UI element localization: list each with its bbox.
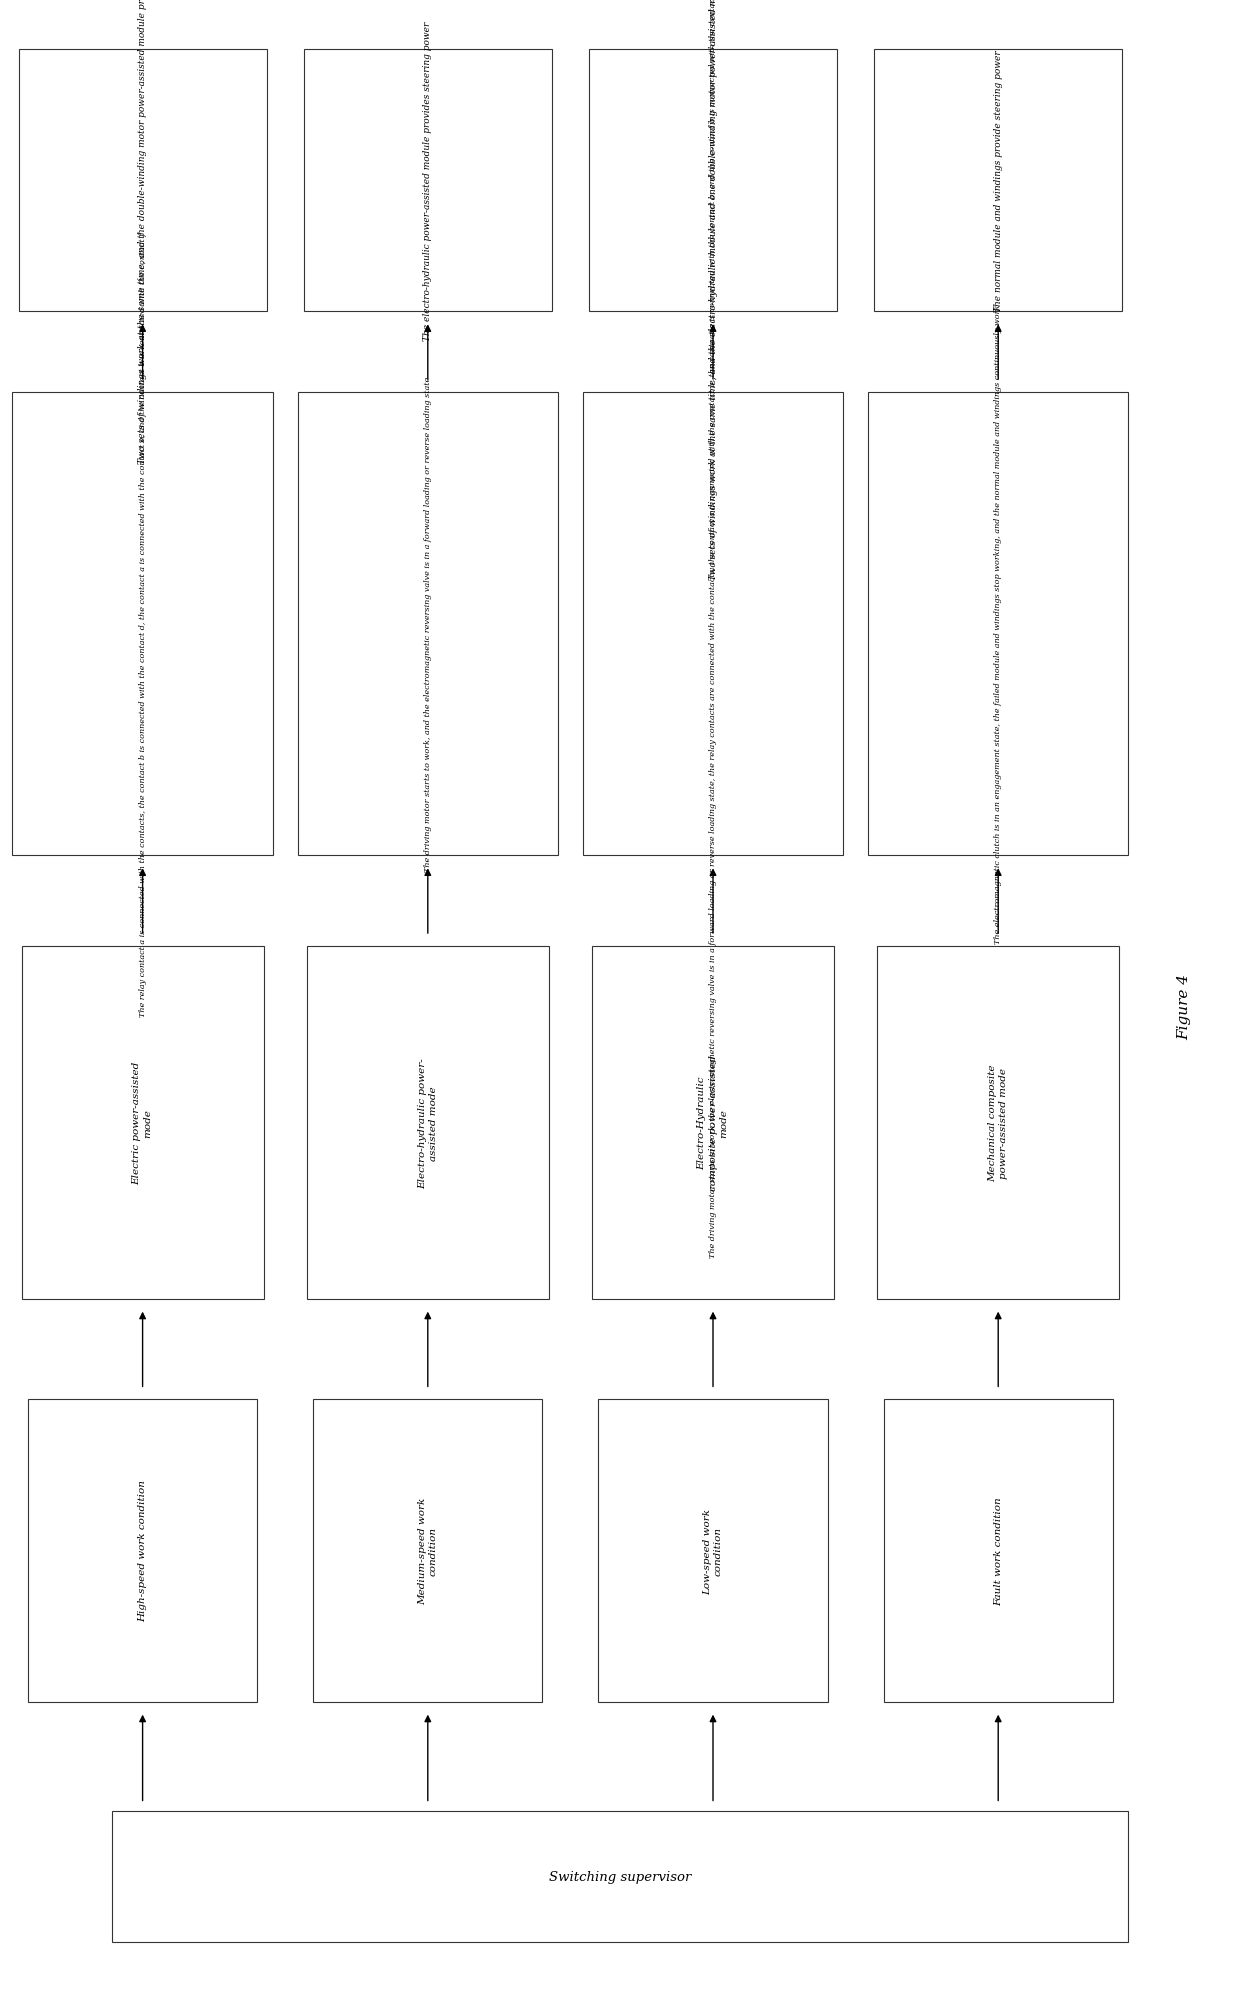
- Bar: [12, 393, 273, 856]
- Text: The electromagnetic clutch is in an engagement state, the failed module and wind: The electromagnetic clutch is in an enga…: [994, 304, 1002, 945]
- Bar: [22, 947, 263, 1299]
- Text: The driving motor starts to work, the electromagnetic reversing valve is in a fo: The driving motor starts to work, the el…: [709, 0, 717, 1257]
- Text: The electro-hydraulic power-assisted module provides steering power: The electro-hydraulic power-assisted mod…: [423, 22, 433, 340]
- Bar: [304, 50, 552, 312]
- Bar: [19, 50, 267, 312]
- Text: The relay contact a is connected with the contacts, the contact b is connected w: The relay contact a is connected with th…: [139, 232, 146, 1017]
- Text: High-speed work condition: High-speed work condition: [138, 1480, 148, 1621]
- Bar: [312, 1400, 542, 1702]
- Bar: [112, 1813, 1128, 1941]
- Bar: [874, 50, 1122, 312]
- Bar: [878, 947, 1120, 1299]
- Text: The normal module and windings provide steering power: The normal module and windings provide s…: [993, 50, 1003, 312]
- Text: Electro-Hydraulic
composite power-assisted
mode: Electro-Hydraulic composite power-assist…: [697, 1055, 729, 1190]
- Bar: [306, 947, 549, 1299]
- Bar: [298, 393, 558, 856]
- Text: Two sets of windings work at the same time, and the double-winding motor power-a: Two sets of windings work at the same ti…: [138, 0, 148, 463]
- Bar: [868, 393, 1128, 856]
- Bar: [583, 393, 843, 856]
- Text: Switching supervisor: Switching supervisor: [549, 1871, 691, 1883]
- Text: Mechanical composite
power-assisted mode: Mechanical composite power-assisted mode: [988, 1063, 1008, 1182]
- Bar: [29, 1400, 258, 1702]
- Text: Fault work condition: Fault work condition: [993, 1496, 1003, 1605]
- Text: Electric power-assisted
mode: Electric power-assisted mode: [133, 1061, 153, 1184]
- Bar: [883, 1400, 1112, 1702]
- Bar: [589, 50, 837, 312]
- Text: Figure 4: Figure 4: [1177, 975, 1192, 1039]
- Bar: [591, 947, 833, 1299]
- Text: Medium-speed work
condition: Medium-speed work condition: [418, 1496, 438, 1605]
- Text: The driving motor starts to work, and the electromagnetic reversing valve is in : The driving motor starts to work, and th…: [424, 377, 432, 872]
- Text: Low-speed work
condition: Low-speed work condition: [703, 1508, 723, 1593]
- Text: Two sets of windings work at the same time, and the electro-hydraulic module and: Two sets of windings work at the same ti…: [708, 0, 718, 580]
- Bar: [598, 1400, 828, 1702]
- Text: Electro-hydraulic power-
assisted mode: Electro-hydraulic power- assisted mode: [418, 1057, 438, 1188]
